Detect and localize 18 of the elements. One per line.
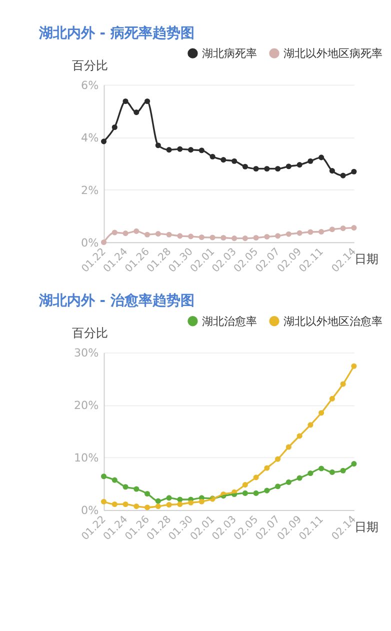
x-axis-title: 日期 [354, 520, 378, 534]
legend-label: 湖北以外地区病死率 [284, 47, 383, 60]
legend-label: 湖北以外地区治愈率 [284, 314, 383, 328]
y-tick-label: 20% [74, 399, 99, 412]
y-tick-label: 4% [81, 131, 99, 144]
y-tick-label: 30% [74, 346, 99, 360]
x-axis-title: 日期 [354, 252, 378, 266]
legend-label: 湖北治愈率 [202, 314, 257, 328]
y-axis-title: 百分比 [72, 326, 108, 340]
y-tick-label: 6% [81, 78, 99, 92]
y-tick-label: 0% [81, 236, 99, 250]
y-axis-title: 百分比 [72, 58, 108, 72]
chart-title: 湖北内外 - 治愈率趋势图 [38, 292, 194, 310]
chart-title: 湖北内外 - 病死率趋势图 [38, 24, 194, 42]
y-tick-label: 10% [74, 452, 99, 465]
y-tick-label: 2% [81, 184, 99, 197]
y-tick-label: 0% [81, 504, 99, 518]
legend-label: 湖北病死率 [202, 47, 257, 60]
